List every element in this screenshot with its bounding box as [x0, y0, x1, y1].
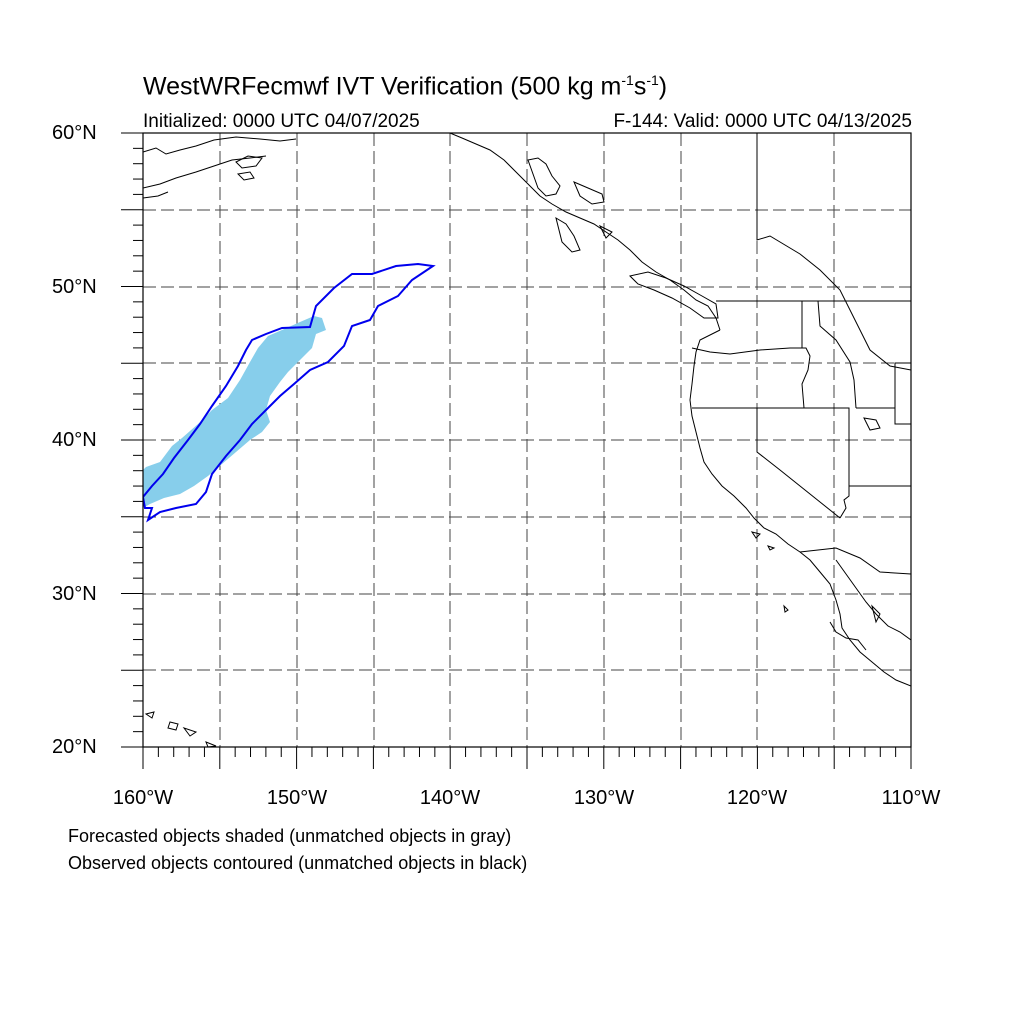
valid-time: F-144: Valid: 0000 UTC 04/13/2025: [613, 111, 912, 132]
axis-ticks: [121, 132, 912, 769]
initialized-time: Initialized: 0000 UTC 04/07/2025: [143, 111, 420, 132]
lon-label-120w: 120°W: [726, 787, 788, 809]
legend-observed: Observed objects contoured (unmatched ob…: [68, 853, 528, 873]
coastlines: [143, 133, 911, 747]
lon-label-110w: 110°W: [881, 787, 941, 809]
observed-ivt-contour: [143, 262, 436, 523]
map-grid: [143, 133, 911, 747]
legend-forecast: Forecasted objects shaded (unmatched obj…: [68, 826, 512, 846]
lat-label-60n: 60°N: [52, 122, 97, 144]
lat-label-30n: 30°N: [52, 583, 97, 605]
lon-label-140w: 140°W: [419, 787, 481, 809]
lat-label-40n: 40°N: [52, 429, 97, 451]
lon-label-150w: 150°W: [266, 787, 328, 809]
forecast-ivt-object: [143, 316, 326, 508]
lon-label-160w: 160°W: [112, 787, 174, 809]
map-title: WestWRFecmwf IVT Verification (500 kg m-…: [143, 72, 668, 101]
lat-label-50n: 50°N: [52, 276, 97, 298]
lon-label-130w: 130°W: [573, 787, 635, 809]
lat-label-20n: 20°N: [52, 736, 97, 758]
